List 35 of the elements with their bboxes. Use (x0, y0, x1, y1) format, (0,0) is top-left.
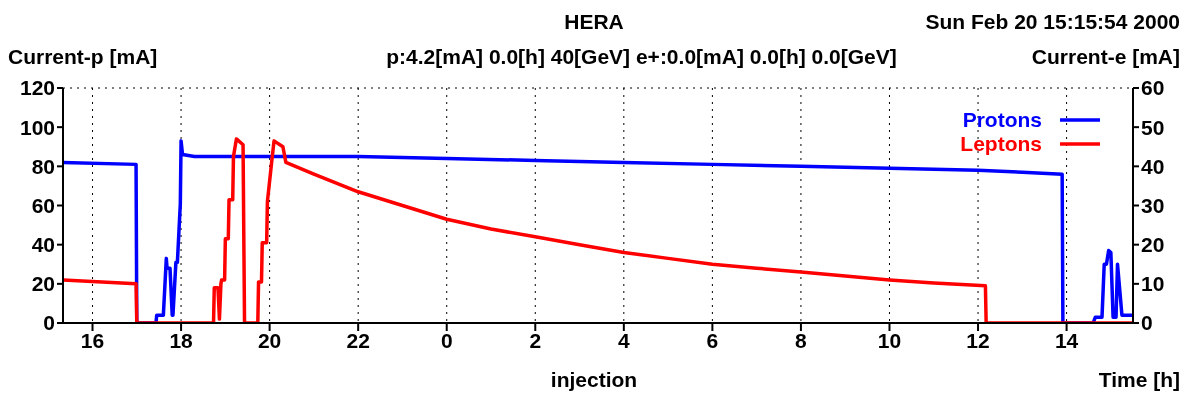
y2-axis-title: Current-e [mA] (1031, 45, 1180, 69)
x-tick-label: 14 (1054, 328, 1079, 352)
y2-tick-label: 60 (1141, 76, 1165, 100)
x-tick-label: 12 (966, 328, 990, 352)
y-tick-label: 80 (31, 154, 55, 178)
y2-tick-label: 0 (1141, 311, 1153, 335)
text: Sun Feb 20 15:15:54 2000 (925, 10, 1180, 34)
y-axis-title: Current-p [mA] (8, 45, 158, 69)
x-tick-label: 2 (529, 328, 542, 352)
y-tick-label: 120 (19, 76, 55, 100)
x-tick-label: 4 (617, 328, 630, 352)
y-tick-label: 40 (31, 233, 55, 257)
x-tick-label: 22 (346, 328, 370, 352)
text: injection (550, 368, 638, 391)
x-tick-label: 8 (795, 328, 808, 352)
x-tick-label: 20 (257, 328, 282, 352)
y2-tick-label: 10 (1141, 272, 1165, 296)
x-axis-title: Time [h] (1098, 368, 1180, 392)
x-tick-label: 10 (877, 328, 902, 352)
y2-tick-label: 30 (1141, 193, 1165, 217)
x-tick-label: 16 (80, 328, 105, 352)
y-tick-label: 0 (43, 311, 55, 335)
y2-tick-label: 50 (1141, 115, 1165, 139)
legend-label: Leptons (960, 132, 1042, 156)
y-tick-label: 60 (31, 193, 55, 217)
y2-tick-label: 40 (1141, 154, 1165, 178)
x-tick-label: 18 (169, 328, 194, 352)
y2-tick-label: 20 (1141, 233, 1165, 257)
x-tick-label: 6 (706, 328, 719, 352)
y-tick-label: 20 (31, 272, 55, 296)
chart-title: HERA (564, 10, 624, 33)
chart-subtitle: p:4.2[mA] 0.0[h] 40[GeV] e+:0.0[mA] 0.0[h] 0.0[GeV] (386, 45, 897, 68)
y-tick-label: 100 (19, 115, 55, 139)
x-tick-label: 0 (440, 328, 453, 352)
legend-label: Protons (962, 108, 1042, 132)
